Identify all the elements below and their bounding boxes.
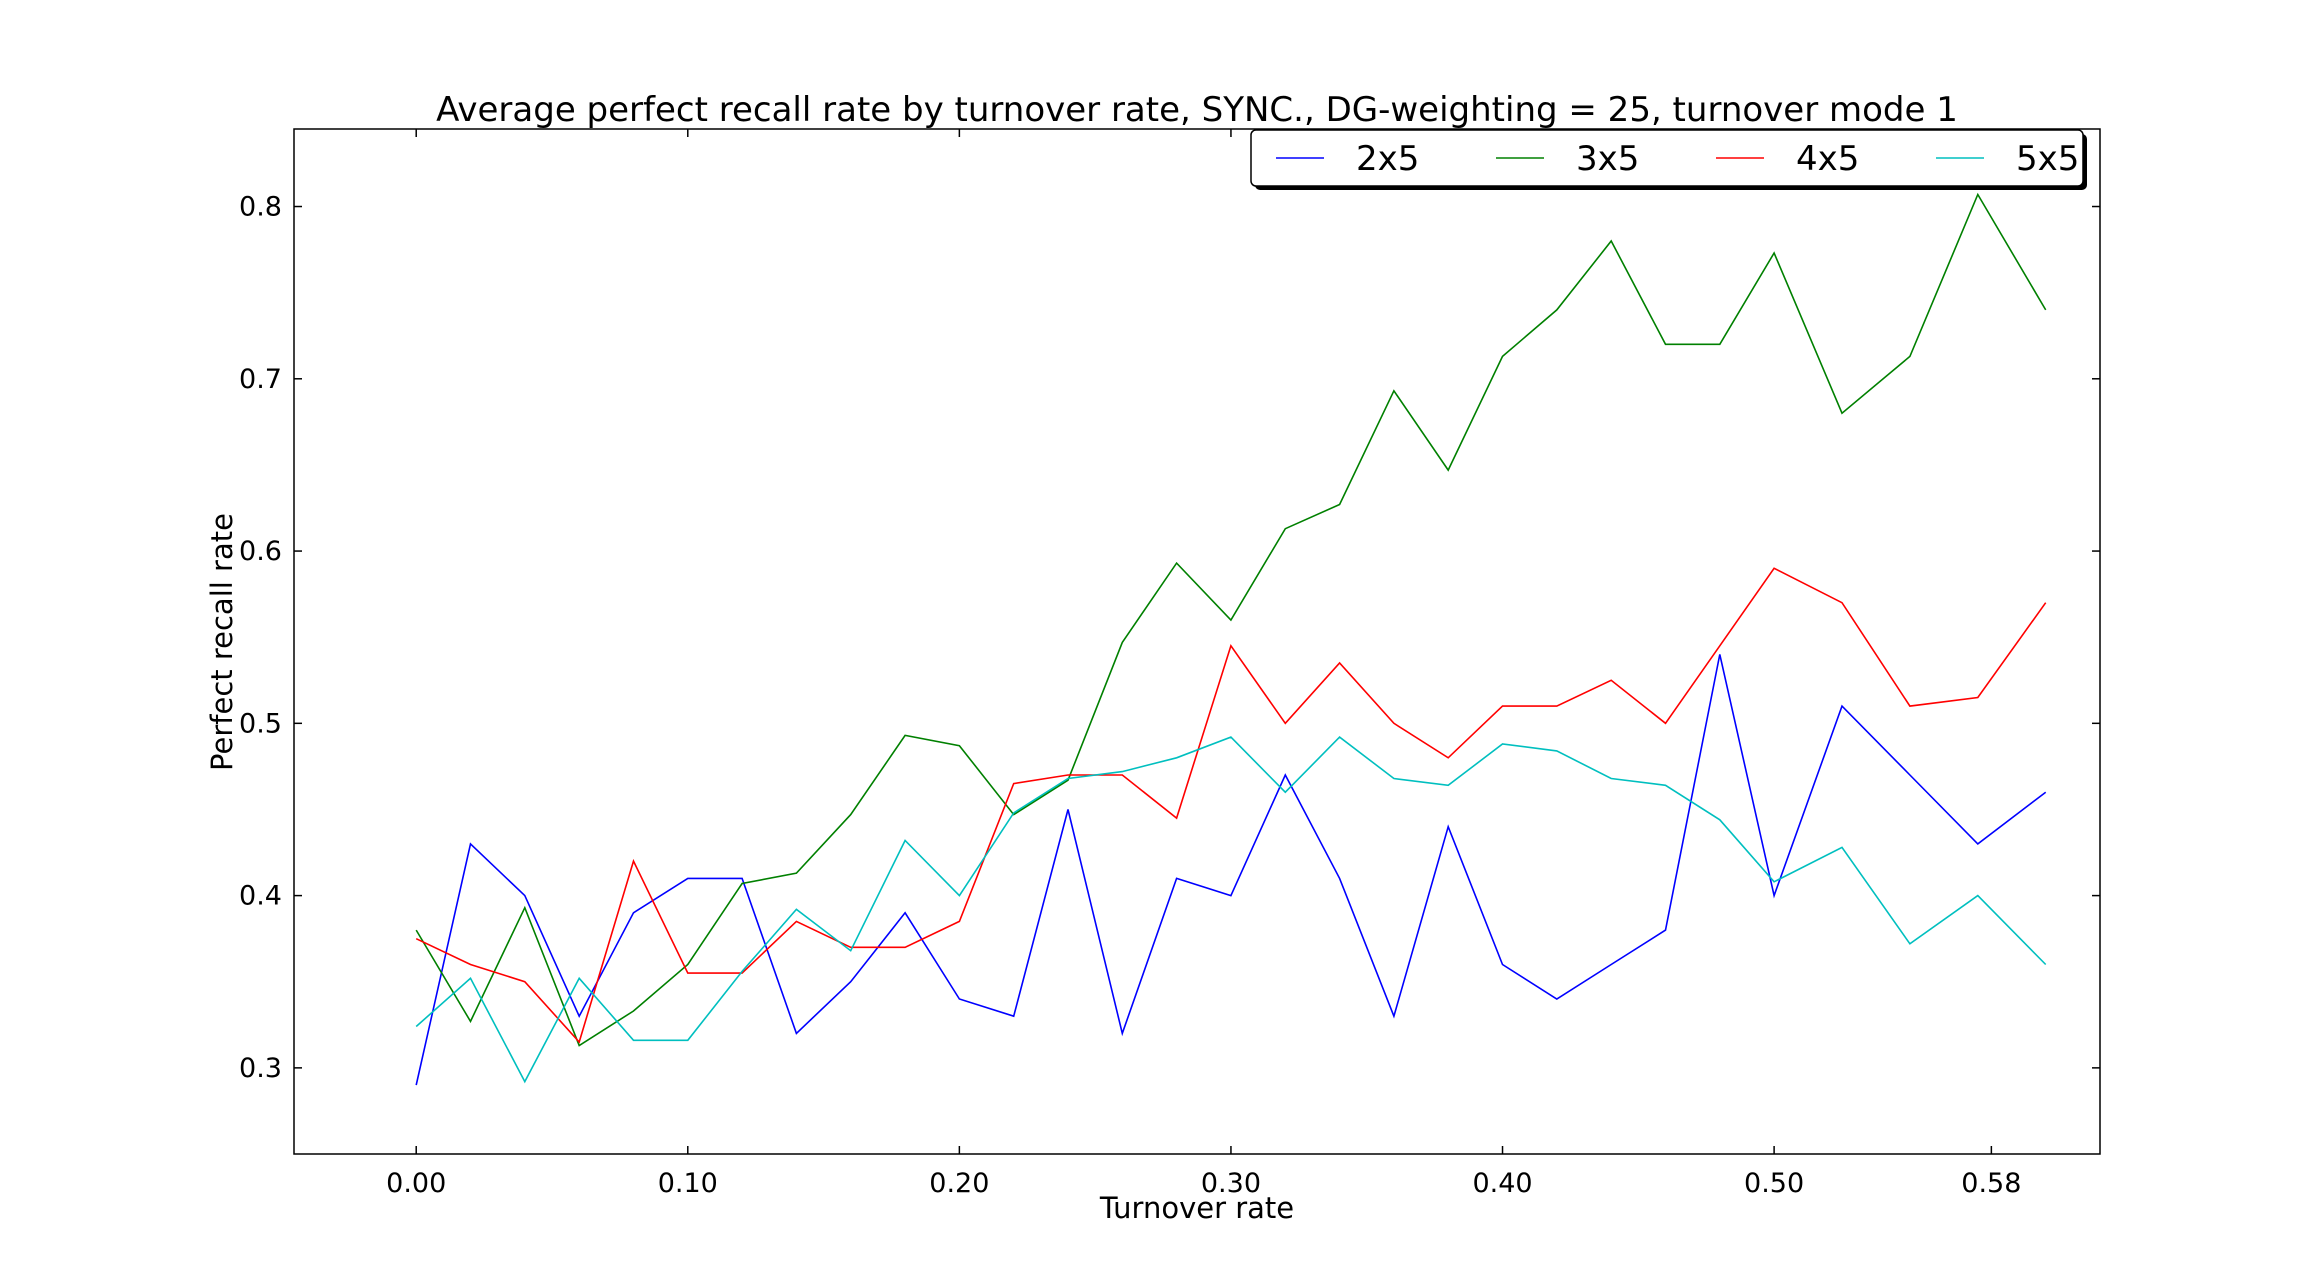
legend-items: 2x5 3x5 4x5 5x5 (1276, 139, 2079, 179)
series-group (415, 192, 2047, 1086)
x-tick-label: 0.40 (1472, 1168, 1532, 1199)
y-tick-label: 0.8 (239, 192, 282, 223)
y-tick-label: 0.5 (239, 708, 282, 739)
x-tick-label: 0.58 (1961, 1168, 2021, 1199)
x-tick-label: 0.50 (1744, 1168, 1804, 1199)
y-axis-label: Perfect recall rate (205, 513, 239, 771)
x-tick-label: 0.00 (386, 1168, 446, 1199)
y-tick-label: 0.6 (239, 536, 282, 567)
legend-box (1250, 129, 2084, 187)
chart-title: Average perfect recall rate by turnover … (436, 90, 1958, 130)
y-tick-label: 0.3 (239, 1053, 282, 1084)
plot-frame (293, 128, 2101, 1155)
legend-label-3x5: 3x5 (1576, 139, 1639, 179)
plot-area (294, 129, 2100, 1154)
y-tick-label: 0.4 (239, 881, 282, 912)
legend: 2x5 3x5 4x5 5x5 (1250, 129, 2087, 190)
series-line-2x5 (415, 654, 2047, 1086)
x-tick-label: 0.30 (1201, 1168, 1261, 1199)
tick-labels: 0.00 0.10 0.20 0.30 0.40 0.50 0.58 0.3 0.4 0.5 0.6… (239, 192, 2021, 1199)
x-tick-label: 0.20 (929, 1168, 989, 1199)
x-axis-label: Turnover rate (1099, 1191, 1294, 1225)
legend-label-5x5: 5x5 (2016, 139, 2079, 179)
legend-label-4x5: 4x5 (1796, 139, 1859, 179)
series-line-4x5 (415, 567, 2047, 1044)
x-tick-label: 0.10 (658, 1168, 718, 1199)
y-tick-label: 0.7 (239, 364, 282, 395)
legend-label-2x5: 2x5 (1356, 139, 1419, 179)
series-line-5x5 (415, 736, 2047, 1084)
series-line-3x5 (415, 192, 2047, 1047)
